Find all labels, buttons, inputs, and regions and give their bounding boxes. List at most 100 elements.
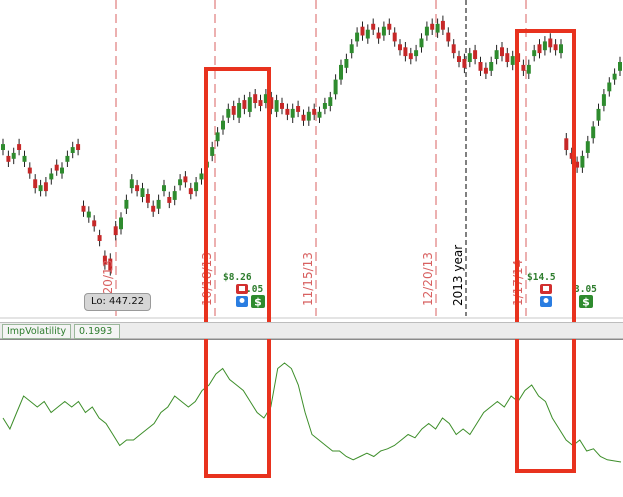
- candle-body: [199, 173, 204, 180]
- dividend-tail: .05: [246, 284, 263, 295]
- candle-body: [596, 108, 601, 121]
- candle-body: [548, 38, 553, 48]
- candle-body: [210, 147, 215, 156]
- highlight-box: [515, 29, 576, 473]
- candle-body: [247, 97, 252, 112]
- dividend-tail: 3.05: [574, 284, 597, 295]
- dividend-amount: $8.26: [223, 272, 252, 283]
- candle-body: [489, 62, 494, 71]
- iv-line: [2, 362, 622, 463]
- candle-body: [494, 50, 499, 59]
- candle-body: [135, 185, 140, 192]
- candle-body: [108, 258, 113, 271]
- candle-body: [580, 155, 585, 168]
- candle-body: [1, 144, 5, 150]
- candle-body: [398, 44, 402, 51]
- candle-body: [618, 62, 622, 71]
- candle-body: [253, 94, 258, 103]
- candle-body: [113, 226, 118, 236]
- candle-body: [81, 205, 86, 212]
- dollar-glyph: $: [582, 296, 590, 309]
- candle-body: [242, 100, 247, 109]
- date-labels: 9/20/13 10/18/13 11/15/13 12/20/13 1/17/1420…: [101, 245, 525, 306]
- candle-body: [344, 59, 349, 68]
- candle-body: [553, 44, 558, 51]
- candle-body: [430, 23, 435, 30]
- candle-body: [440, 20, 445, 30]
- candle-body: [339, 64, 343, 80]
- iv-line-group: [2, 362, 622, 463]
- info-icon-dot: [543, 298, 549, 303]
- candles: [1, 15, 622, 276]
- candle-body: [365, 29, 370, 39]
- candle-body: [322, 103, 327, 109]
- candle-body: [76, 144, 81, 150]
- candle-body: [97, 235, 102, 241]
- candle-body: [285, 108, 290, 115]
- candle-body: [462, 59, 467, 68]
- expiry-lines: [0, 0, 623, 340]
- candle-body: [333, 79, 338, 95]
- candle-body: [33, 179, 38, 189]
- dollar-icon: [251, 295, 265, 308]
- year-label: 2013 year: [451, 245, 465, 306]
- candle-body: [569, 152, 574, 159]
- candle-body: [162, 185, 166, 192]
- candle-body: [355, 32, 360, 42]
- candle-body: [22, 155, 27, 162]
- candle-body: [457, 56, 461, 62]
- candle-body: [473, 50, 478, 59]
- dollar-glyph: $: [254, 296, 262, 309]
- candle-body: [360, 26, 365, 36]
- indicator-header: ImpVolatility 0.1993: [0, 322, 623, 339]
- candle-body: [532, 50, 537, 57]
- candle-body: [11, 152, 16, 159]
- earnings-icon-inner: [543, 286, 549, 291]
- candle-body: [27, 167, 32, 174]
- candle-body: [585, 141, 590, 153]
- highlight-boxes: [204, 29, 576, 478]
- candle-body: [500, 47, 504, 57]
- earnings-icon-inner: [239, 286, 245, 291]
- indicator-name[interactable]: ImpVolatility: [2, 324, 72, 339]
- candle-body: [376, 32, 381, 39]
- candle-body: [414, 50, 419, 57]
- candle-body: [349, 44, 354, 54]
- candle-body: [124, 199, 129, 209]
- candle-body: [183, 176, 188, 183]
- candle-body: [371, 23, 376, 30]
- candle-body: [301, 114, 306, 121]
- candle-body: [505, 53, 510, 62]
- candle-body: [102, 255, 107, 265]
- candle-body: [564, 138, 569, 150]
- candle-body: [140, 188, 145, 197]
- indicator-value: 0.1993: [74, 324, 120, 339]
- candle-body: [269, 97, 274, 109]
- candle-body: [70, 147, 75, 153]
- candle-body: [467, 53, 472, 62]
- candle-body: [510, 56, 515, 65]
- candle-body: [317, 111, 322, 118]
- candle-body: [306, 111, 311, 121]
- candle-body: [6, 155, 11, 162]
- candle-body: [54, 164, 59, 171]
- candle-body: [129, 179, 134, 189]
- candle-body: [392, 32, 397, 42]
- candle-body: [408, 53, 413, 60]
- candle-body: [446, 32, 451, 42]
- candle-body: [151, 205, 156, 212]
- candle-body: [119, 217, 123, 230]
- candle-body: [215, 132, 220, 142]
- candle-body: [607, 82, 612, 92]
- candle-body: [145, 194, 150, 203]
- candle-body: [263, 94, 268, 103]
- candle-body: [451, 44, 456, 54]
- event-markers: $8.26$.05$14.5$3.05: [223, 272, 597, 309]
- candle-body: [381, 26, 386, 36]
- candle-body: [435, 23, 440, 33]
- candle-body: [43, 182, 48, 192]
- info-icon-dot: [239, 298, 245, 303]
- candle-body: [194, 182, 199, 192]
- candle-body: [419, 38, 424, 48]
